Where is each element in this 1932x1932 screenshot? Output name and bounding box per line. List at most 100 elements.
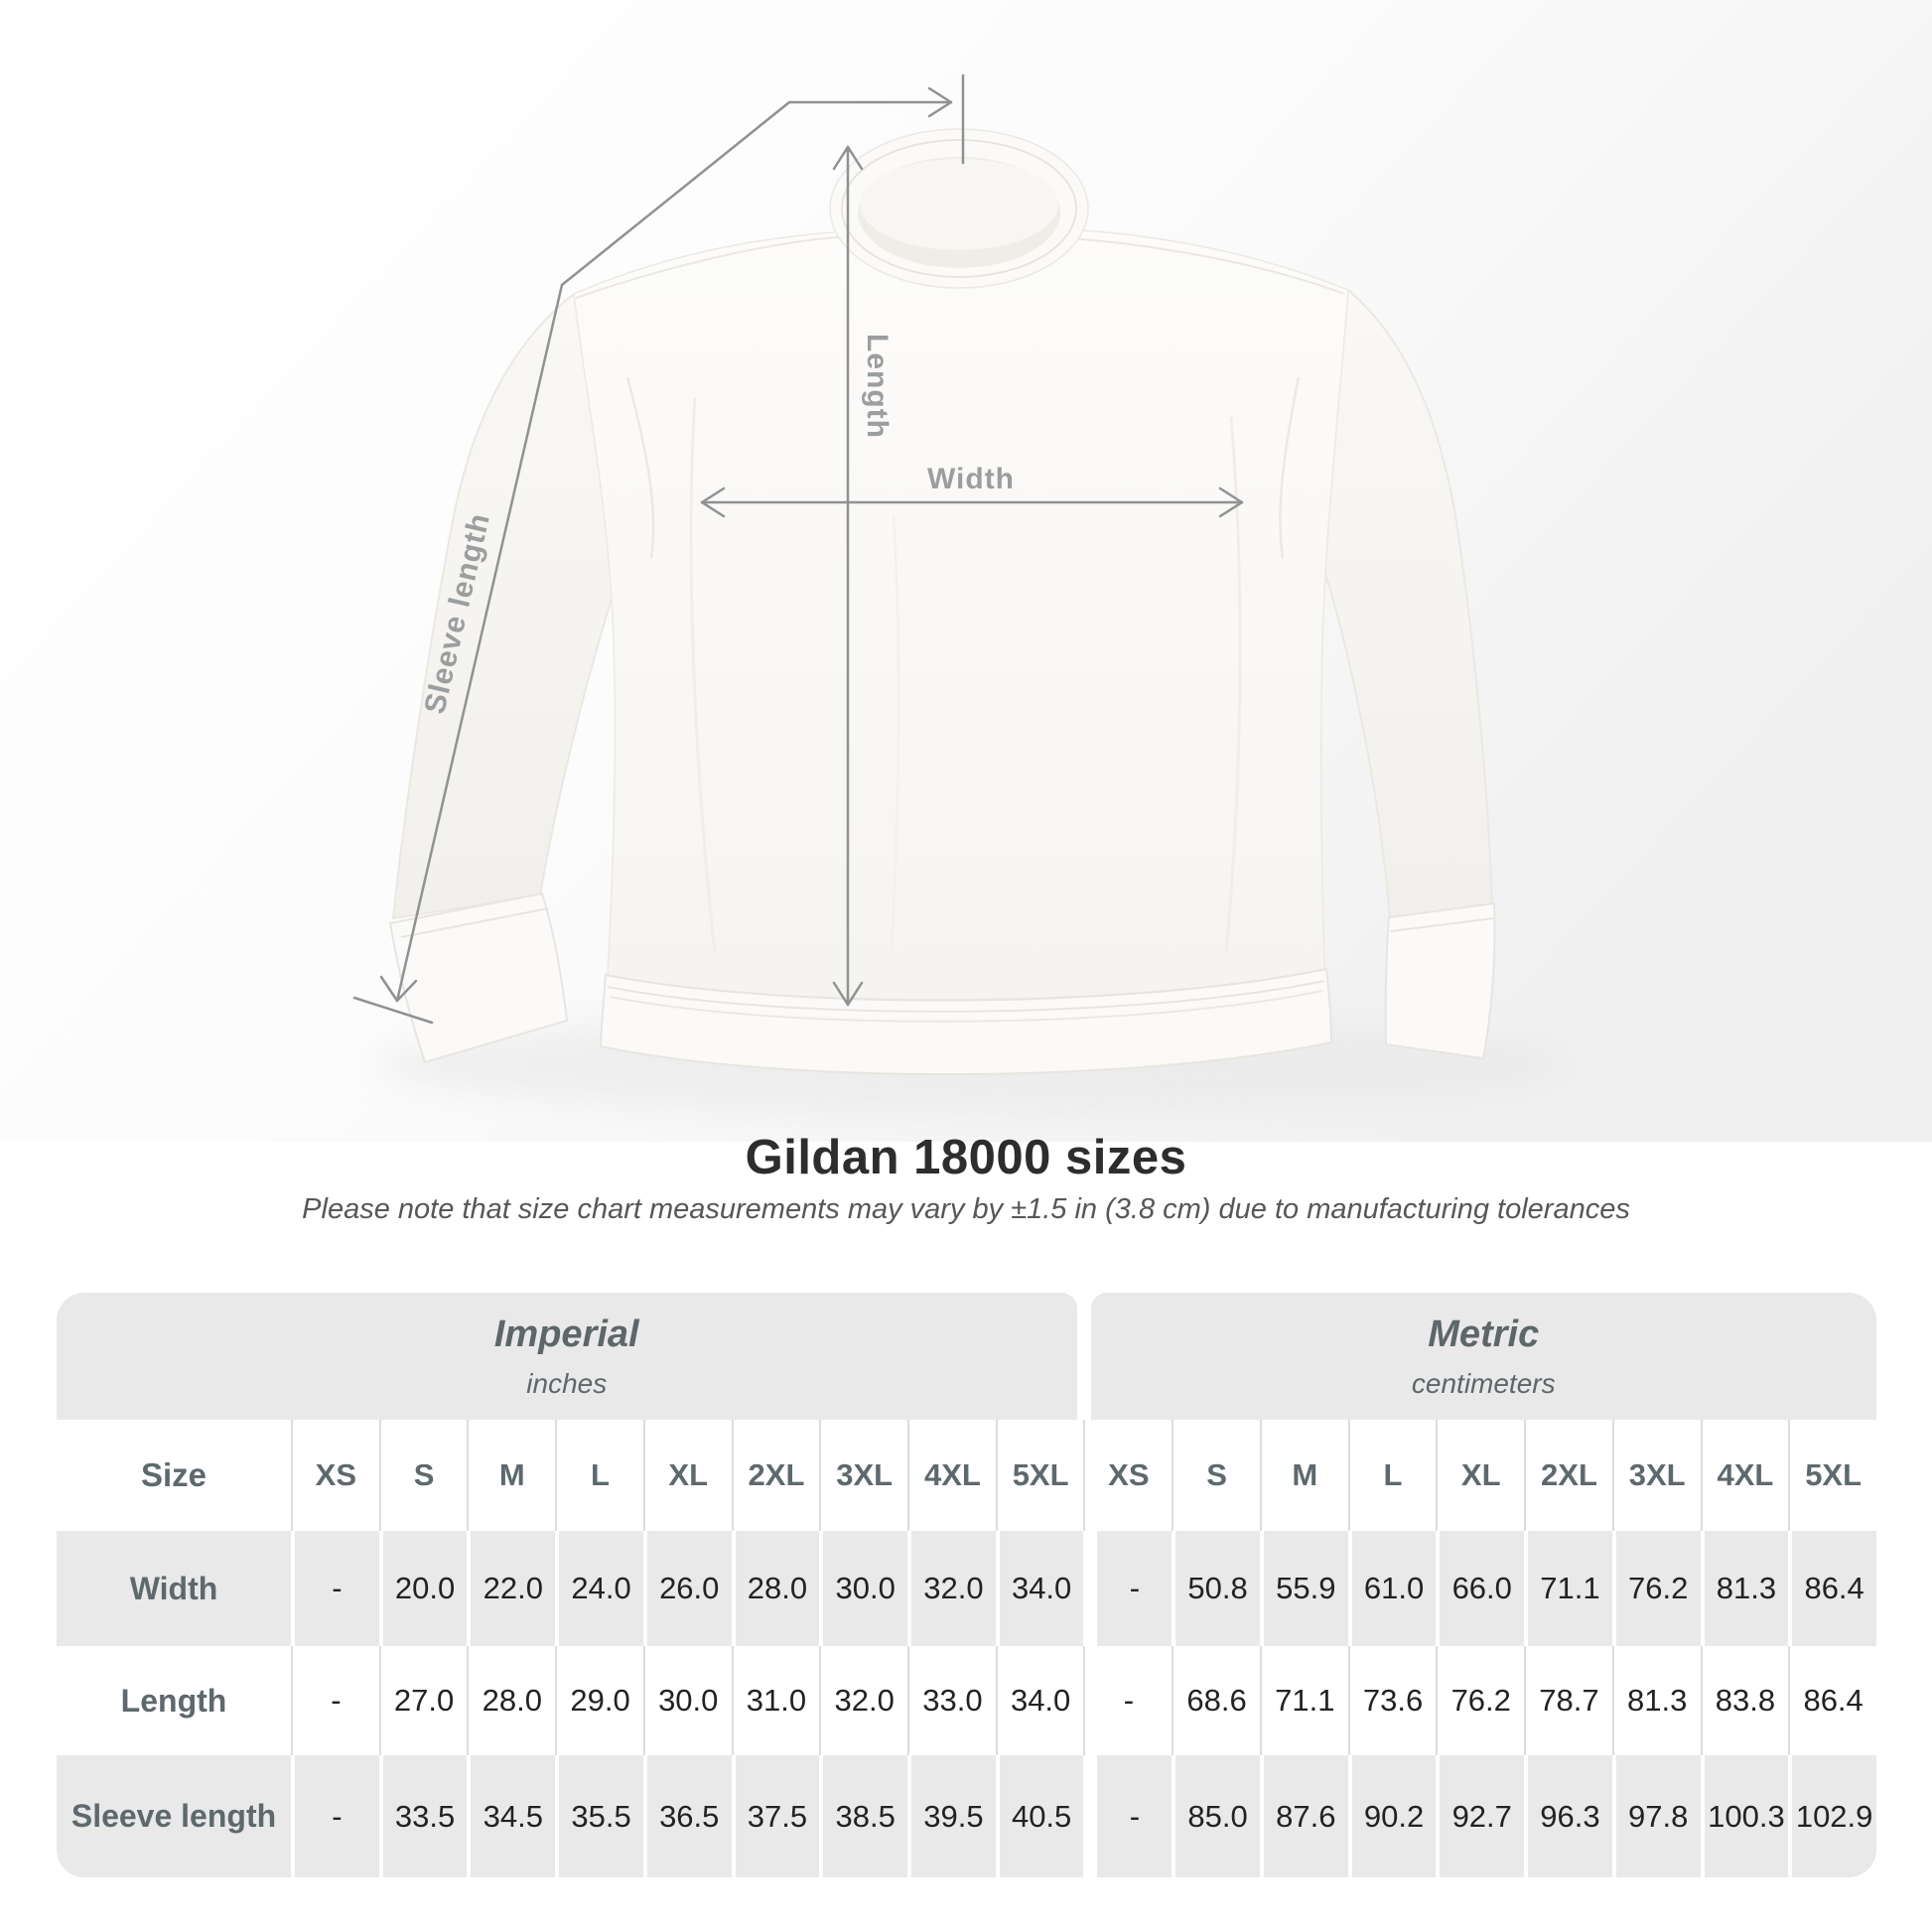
value-cell: 32.0 xyxy=(819,1646,908,1755)
value-cell: 34.0 xyxy=(995,1531,1084,1646)
metric-group-header: Metric centimeters xyxy=(1090,1293,1876,1420)
value-cell: 86.4 xyxy=(1788,1646,1876,1755)
value-cell: 86.4 xyxy=(1788,1531,1876,1646)
value-cell: - xyxy=(291,1755,379,1877)
value-cell: 66.0 xyxy=(1436,1531,1525,1646)
length-label: Length xyxy=(861,334,894,439)
width-label: Width xyxy=(927,463,1015,495)
size-header-metric-4xl: 4XL xyxy=(1700,1420,1789,1531)
value-cell: 97.8 xyxy=(1611,1755,1701,1877)
size-table: Imperial inches Metric centimeters Size … xyxy=(57,1293,1876,1877)
size-header-imperial-4xl: 4XL xyxy=(907,1420,996,1531)
sweatshirt-diagram: Length Width Sleeve length xyxy=(0,0,1932,1142)
size-header-metric-s: S xyxy=(1172,1420,1260,1531)
value-cell: - xyxy=(1083,1531,1173,1646)
size-header-metric-3xl: 3XL xyxy=(1611,1420,1701,1531)
size-header-metric-2xl: 2XL xyxy=(1524,1420,1612,1531)
metric-group-name: Metric xyxy=(1428,1312,1540,1355)
row-label: Sleeve length xyxy=(57,1755,291,1877)
value-cell: 81.3 xyxy=(1700,1531,1789,1646)
value-cell: 85.0 xyxy=(1172,1755,1260,1877)
value-cell: 33.0 xyxy=(907,1646,996,1755)
value-cell: - xyxy=(291,1531,379,1646)
value-cell: 26.0 xyxy=(642,1531,732,1646)
metric-group-unit: centimeters xyxy=(1411,1367,1556,1399)
size-header-imperial-xl: XL xyxy=(642,1420,732,1531)
width-measure-line xyxy=(700,486,1244,518)
value-cell: 61.0 xyxy=(1347,1531,1437,1646)
value-cell: 50.8 xyxy=(1172,1531,1260,1646)
right-cuff xyxy=(1384,901,1496,1060)
value-cell: 90.2 xyxy=(1347,1755,1437,1877)
value-cell: 27.0 xyxy=(378,1646,468,1755)
value-cell: 71.1 xyxy=(1259,1646,1348,1755)
value-cell: 20.0 xyxy=(378,1531,468,1646)
value-cell: 92.7 xyxy=(1436,1755,1525,1877)
value-cell: 28.0 xyxy=(731,1531,820,1646)
value-cell: - xyxy=(1083,1755,1173,1877)
value-cell: 37.5 xyxy=(731,1755,820,1877)
value-cell: 71.1 xyxy=(1524,1531,1612,1646)
size-header-imperial-s: S xyxy=(378,1420,468,1531)
length-measure-line xyxy=(832,145,864,1007)
table-row-length: Length - 27.0 28.0 29.0 30.0 31.0 32.0 3… xyxy=(57,1646,1876,1755)
size-header-imperial-xs: XS xyxy=(291,1420,379,1531)
imperial-group-header: Imperial inches xyxy=(57,1293,1077,1420)
value-cell: 78.7 xyxy=(1524,1646,1612,1755)
value-cell: 31.0 xyxy=(731,1646,820,1755)
page-title: Gildan 18000 sizes xyxy=(745,1131,1187,1184)
value-cell: 55.9 xyxy=(1259,1531,1348,1646)
size-header-metric-l: L xyxy=(1347,1420,1437,1531)
value-cell: 76.2 xyxy=(1611,1531,1701,1646)
value-cell: 29.0 xyxy=(555,1646,643,1755)
imperial-group-unit: inches xyxy=(526,1367,608,1399)
measurement-annotations xyxy=(352,73,1244,1025)
value-cell: 24.0 xyxy=(555,1531,643,1646)
size-header-imperial-5xl: 5XL xyxy=(995,1420,1084,1531)
value-cell: 81.3 xyxy=(1611,1646,1701,1755)
size-header-metric-xl: XL xyxy=(1436,1420,1525,1531)
value-cell: 33.5 xyxy=(378,1755,468,1877)
value-cell: 40.5 xyxy=(995,1755,1084,1877)
value-cell: 36.5 xyxy=(642,1755,732,1877)
value-cell: 32.0 xyxy=(907,1531,996,1646)
imperial-group-name: Imperial xyxy=(493,1312,639,1355)
value-cell: - xyxy=(291,1646,379,1755)
size-header-metric-m: M xyxy=(1259,1420,1348,1531)
size-header-metric-xs: XS xyxy=(1083,1420,1173,1531)
value-cell: 87.6 xyxy=(1259,1755,1348,1877)
sleeve-measure-line xyxy=(352,73,965,1025)
value-cell: 34.0 xyxy=(995,1646,1084,1755)
value-cell: 100.3 xyxy=(1700,1755,1789,1877)
value-cell: 68.6 xyxy=(1172,1646,1260,1755)
value-cell: 30.0 xyxy=(642,1646,732,1755)
value-cell: 73.6 xyxy=(1347,1646,1437,1755)
size-header-imperial-2xl: 2XL xyxy=(731,1420,820,1531)
value-cell: 28.0 xyxy=(467,1646,556,1755)
value-cell: 96.3 xyxy=(1524,1755,1612,1877)
size-header-imperial-l: L xyxy=(555,1420,643,1531)
size-header-row: Size XS S M L XL 2XL 3XL 4XL 5XL XS S M … xyxy=(57,1420,1876,1531)
row-label: Width xyxy=(57,1531,291,1646)
product-image-section: Length Width Sleeve length xyxy=(0,0,1932,1142)
sweatshirt-graphic xyxy=(388,128,1496,1076)
size-column-header: Size xyxy=(57,1420,291,1531)
value-cell: 102.9 xyxy=(1788,1755,1876,1877)
value-cell: 30.0 xyxy=(819,1531,908,1646)
value-cell: 39.5 xyxy=(907,1755,996,1877)
value-cell: 35.5 xyxy=(555,1755,643,1877)
unit-group-row: Imperial inches Metric centimeters xyxy=(57,1293,1876,1420)
value-cell: 34.5 xyxy=(467,1755,556,1877)
crewneck-collar xyxy=(829,128,1089,289)
value-cell: - xyxy=(1083,1646,1173,1755)
size-header-imperial-m: M xyxy=(467,1420,556,1531)
value-cell: 76.2 xyxy=(1436,1646,1525,1755)
tolerance-note: Please note that size chart measurements… xyxy=(302,1193,1630,1225)
table-row-width: Width - 20.0 22.0 24.0 26.0 28.0 30.0 32… xyxy=(57,1531,1876,1646)
value-cell: 38.5 xyxy=(819,1755,908,1877)
row-label: Length xyxy=(57,1646,291,1755)
value-cell: 22.0 xyxy=(467,1531,556,1646)
size-header-imperial-3xl: 3XL xyxy=(819,1420,908,1531)
value-cell: 83.8 xyxy=(1700,1646,1789,1755)
